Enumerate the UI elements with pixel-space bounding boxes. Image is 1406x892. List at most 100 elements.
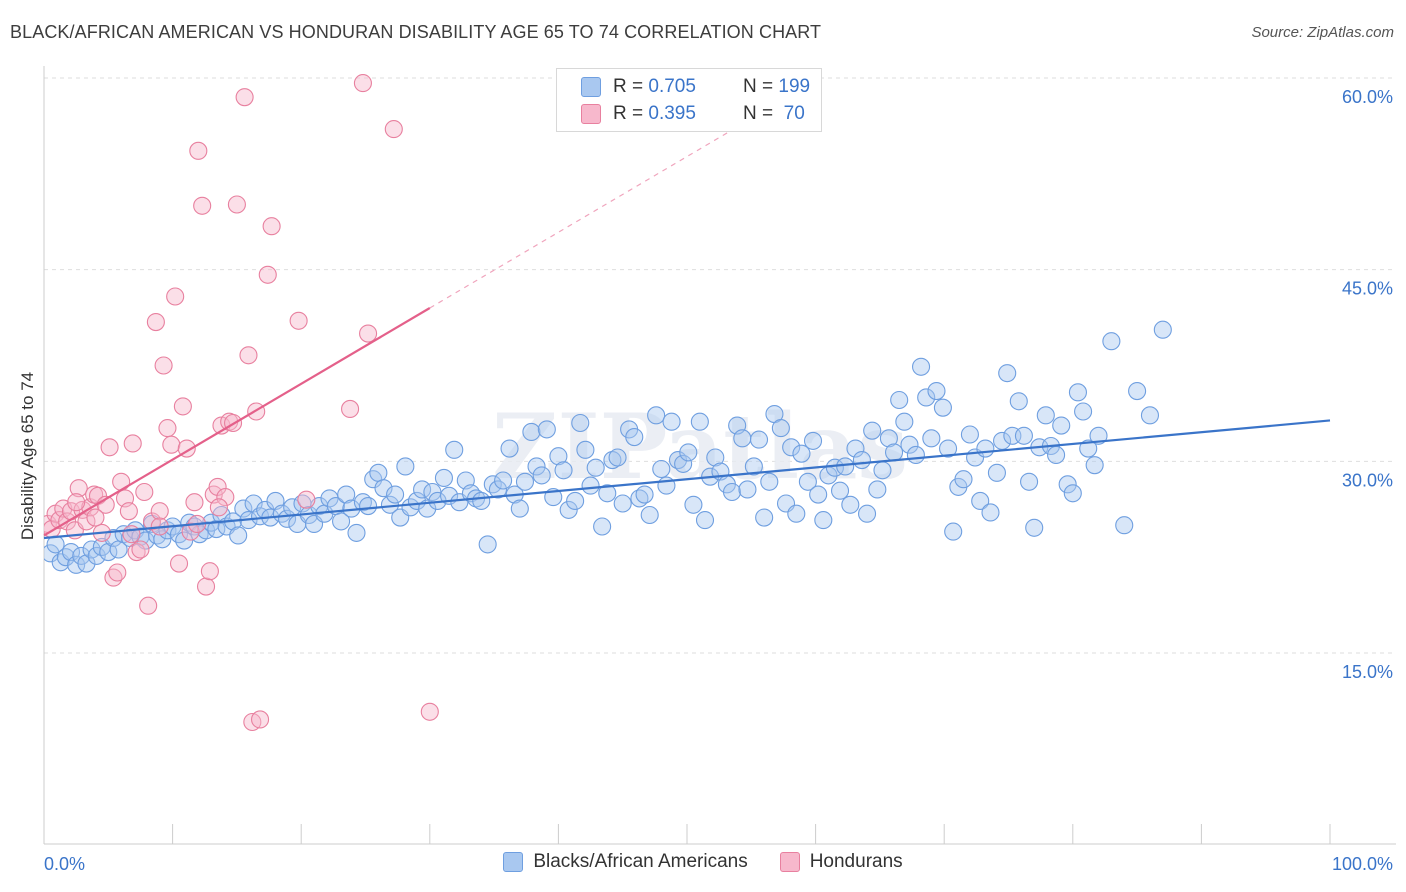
y-tick-label: 45.0% (1342, 279, 1393, 299)
point-blacks (1068, 383, 1087, 402)
legend-n-label: N = (743, 103, 774, 124)
point-blacks (625, 428, 644, 447)
point-blacks (684, 495, 703, 514)
point-blacks (1014, 426, 1033, 445)
point-blacks (413, 480, 432, 499)
legend-item-hondurans[interactable]: Hondurans (779, 851, 903, 873)
axes (43, 66, 1396, 845)
point-blacks (927, 382, 946, 401)
point-blacks (760, 472, 779, 491)
point-blacks (890, 390, 909, 410)
point-hondurans (150, 502, 169, 521)
point-blacks (954, 470, 973, 489)
point-blacks (771, 419, 790, 438)
point-blacks (527, 457, 546, 476)
trend-layer (43, 103, 1331, 540)
point-hondurans (209, 498, 228, 517)
point-blacks (613, 494, 632, 513)
legend-item-blacks[interactable]: Blacks/African Americans (503, 851, 748, 873)
point-blacks (566, 491, 585, 510)
point-blacks (1009, 392, 1028, 411)
point-blacks (332, 512, 351, 531)
point-blacks (1102, 332, 1121, 351)
point-blacks (939, 439, 958, 458)
point-blacks (175, 531, 194, 550)
legend-r-value: 0.705 (648, 76, 696, 97)
point-blacks (581, 476, 600, 495)
stats-legend: R = 0.705 N = 199 R = 0.395 N = 70 (556, 68, 822, 132)
point-hondurans (235, 88, 254, 107)
point-hondurans (200, 562, 219, 581)
point-blacks (706, 448, 725, 467)
legend-r-label: R = (613, 76, 649, 97)
point-hondurans (69, 479, 88, 498)
point-blacks (873, 461, 892, 480)
point-blacks (960, 425, 979, 444)
point-blacks (87, 546, 106, 565)
point-blacks (733, 429, 752, 448)
point-blacks (532, 466, 551, 485)
point-hondurans (297, 490, 316, 509)
point-hondurans (227, 195, 246, 214)
legend-swatch-blue (503, 852, 524, 872)
point-blacks (522, 422, 541, 441)
point-blacks (374, 479, 393, 498)
point-blacks (922, 429, 941, 448)
point-hondurans (123, 434, 142, 453)
point-blacks (744, 457, 763, 476)
point-blacks (1058, 475, 1077, 494)
point-blacks (652, 459, 671, 479)
point-blacks (77, 554, 96, 573)
point-blacks (44, 544, 60, 563)
point-blacks (537, 420, 556, 439)
point-blacks (1036, 406, 1055, 425)
point-blacks (337, 485, 356, 504)
point-blacks (695, 511, 715, 530)
point-blacks (998, 364, 1017, 383)
point-blacks (933, 398, 952, 417)
point-blacks (510, 499, 529, 518)
point-hondurans (169, 554, 189, 573)
point-hondurans (119, 502, 138, 521)
point-blacks (386, 485, 405, 504)
point-blacks (598, 484, 617, 503)
point-blacks (846, 439, 865, 458)
y-tick-labels: 15.0% 30.0% 45.0% 60.0% (1342, 87, 1393, 682)
point-hondurans (289, 311, 308, 330)
legend-n-value: 199 (778, 76, 811, 97)
point-blacks (1140, 406, 1160, 425)
point-blacks (434, 468, 453, 487)
x-tick-label: 0.0% (44, 854, 85, 874)
point-blacks (803, 431, 823, 450)
point-blacks (99, 543, 118, 562)
point-blacks (396, 457, 415, 476)
point-blacks (798, 472, 817, 491)
point-blacks (488, 480, 508, 499)
point-blacks (1128, 382, 1147, 401)
point-blacks (868, 480, 887, 499)
legend-n-label: N = (743, 76, 774, 97)
point-blacks (56, 548, 75, 567)
point-blacks (836, 457, 855, 476)
point-hondurans (86, 508, 105, 527)
point-hondurans (146, 313, 165, 332)
point-blacks (738, 480, 757, 499)
point-blacks (895, 412, 914, 431)
point-blacks (1089, 426, 1108, 445)
point-blacks (640, 505, 659, 525)
legend-swatch-pink (581, 104, 601, 124)
point-blacks (494, 471, 513, 490)
point-hondurans (384, 120, 403, 139)
x-tick-labels: 0.0% 100.0% (44, 854, 1393, 874)
point-blacks (229, 526, 248, 545)
point-hondurans (100, 438, 119, 457)
point-hondurans (239, 346, 258, 365)
point-blacks (1085, 456, 1104, 475)
point-hondurans (166, 287, 185, 306)
point-hondurans (208, 477, 227, 496)
point-blacks (359, 497, 378, 516)
point-blacks (830, 481, 850, 500)
point-blacks (1074, 402, 1093, 421)
point-blacks (690, 412, 709, 431)
point-blacks (917, 388, 936, 407)
